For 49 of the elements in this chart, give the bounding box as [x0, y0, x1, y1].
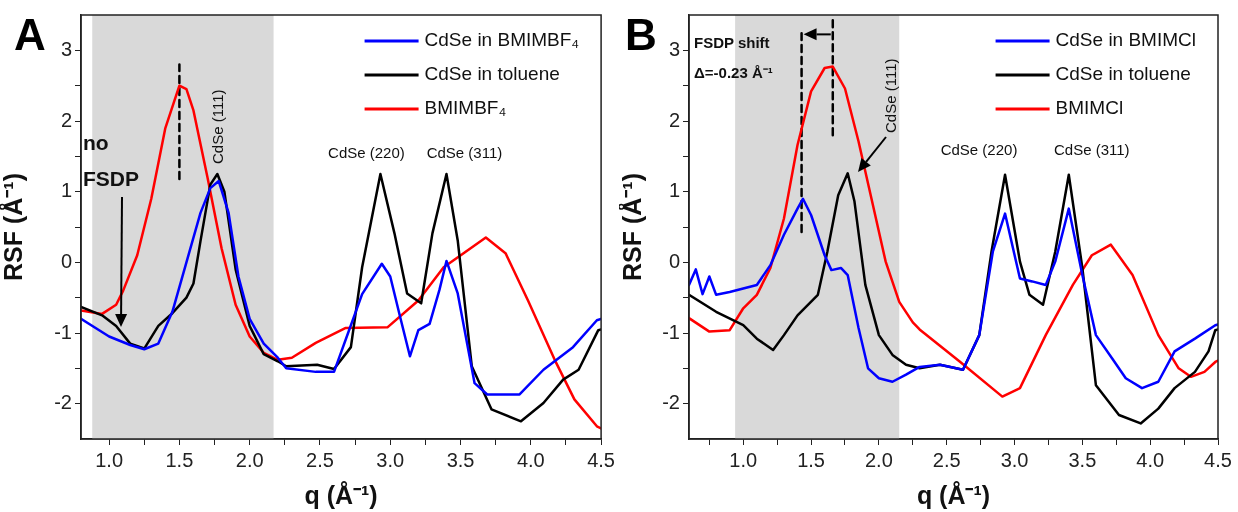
x-tick-label: 1.0 [95, 448, 124, 471]
x-axis-title: q (Å⁻¹) [304, 480, 378, 509]
y-tick-label: -1 [54, 320, 72, 343]
chart-title: B [625, 10, 657, 59]
legend-label: CdSe in BMIMBF₄ [424, 29, 580, 51]
annotation: CdSe (311) [1054, 140, 1130, 158]
x-tick-label: 2.5 [932, 448, 961, 471]
chart-title: A [14, 10, 46, 59]
y-tick-label: 2 [668, 108, 680, 131]
annotation: CdSe (311) [426, 144, 503, 161]
x-tick-label: 4.0 [516, 448, 545, 471]
legend-label: CdSe in toluene [1055, 63, 1191, 85]
x-tick-label: 1.5 [797, 448, 825, 471]
legend-label: BMIMBF₄ [424, 97, 507, 119]
y-tick-label: 2 [60, 108, 72, 131]
y-axis-title: RSF (Å⁻¹) [0, 173, 27, 281]
legend-label: CdSe in toluene [424, 63, 560, 85]
annotation: Δ=-0.23 Å⁻¹ [694, 64, 773, 81]
annotation: no FSDP [83, 131, 140, 190]
legend-label: BMIMCl [1055, 97, 1124, 119]
y-tick-label: 3 [60, 37, 72, 60]
y-tick-label: 1 [60, 179, 72, 202]
x-tick-label: 3.5 [1068, 448, 1097, 471]
x-tick-label: 3.5 [446, 448, 475, 471]
x-tick-label: 2.0 [235, 448, 264, 471]
x-tick-label: 3.0 [376, 448, 405, 471]
annotation: CdSe (111) [882, 58, 900, 133]
x-tick-label: 1.0 [729, 448, 758, 471]
y-tick-label: -2 [662, 391, 680, 414]
annotation: FSDP shift [694, 34, 770, 51]
y-tick-label: 3 [668, 37, 680, 60]
y-tick-label: 1 [668, 179, 680, 202]
legend-label: CdSe in BMIMCl [1055, 29, 1196, 51]
x-tick-label: 4.0 [1136, 448, 1165, 471]
x-tick-label: 2.0 [864, 448, 893, 471]
x-tick-label: 4.5 [1204, 448, 1232, 471]
x-tick-label: 4.5 [587, 448, 615, 471]
annotation: CdSe (220) [328, 144, 405, 161]
annotation: CdSe (111) [208, 89, 226, 164]
y-axis-title: RSF (Å⁻¹) [617, 173, 646, 281]
y-tick-label: -2 [54, 391, 72, 414]
x-tick-label: 2.5 [306, 448, 334, 471]
annotation: CdSe (220) [940, 140, 1018, 158]
y-tick-label: -1 [662, 320, 680, 343]
y-tick-label: 0 [668, 249, 680, 272]
y-tick-label: 0 [60, 249, 72, 272]
x-tick-label: 1.5 [165, 448, 194, 471]
x-tick-label: 3.0 [1000, 448, 1029, 471]
x-axis-title: q (Å⁻¹) [916, 480, 991, 509]
